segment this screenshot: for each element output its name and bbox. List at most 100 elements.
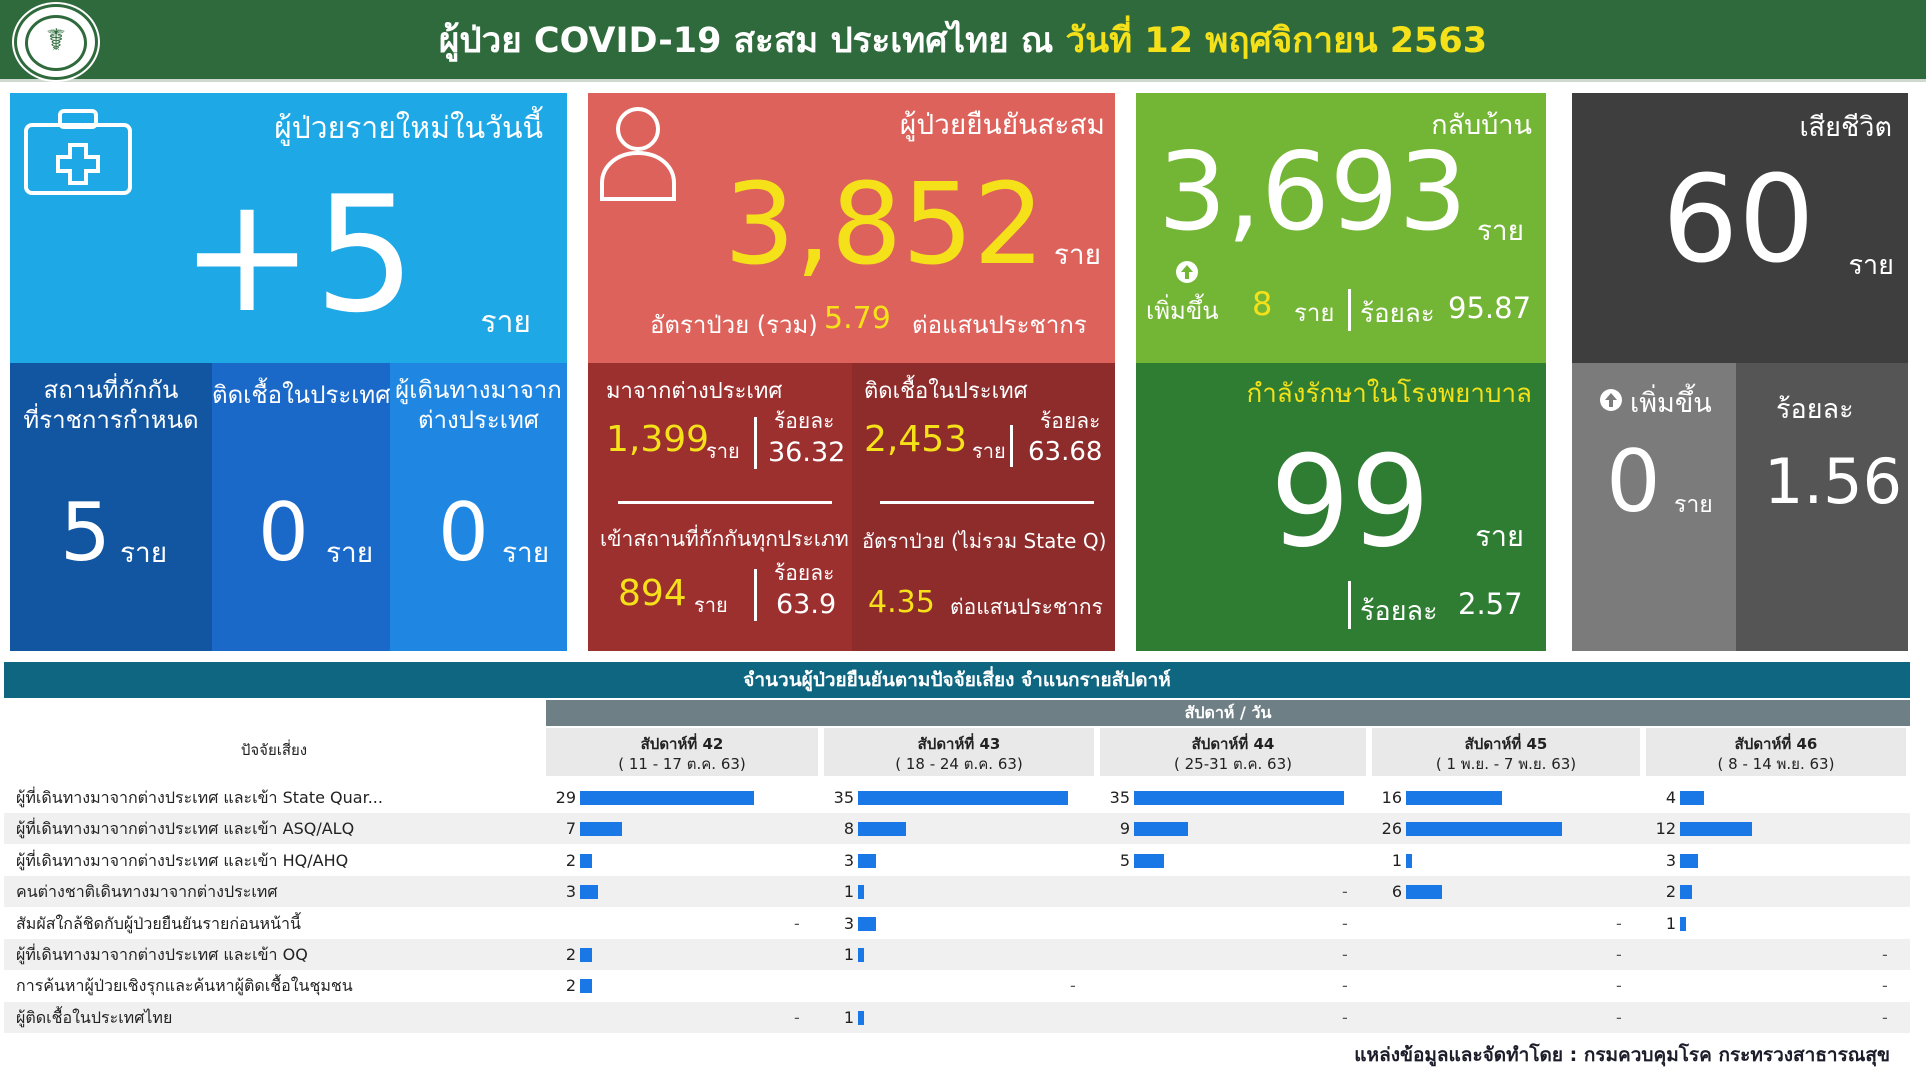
new-quarantine-label: สถานที่กักกัน ที่ราชการกำหนด (23, 376, 199, 434)
empty-cell: - (1616, 1007, 1622, 1027)
confirmed-value: 3,852 (724, 160, 1045, 290)
quarantine-pct-label: ร้อยละ (774, 561, 835, 585)
recovered-value: 3,693 (1158, 130, 1468, 255)
quarantine-label: เข้าสถานที่กักกันทุกประเภท (600, 527, 849, 551)
rate-excl-unit: ต่อแสนประชากร (950, 595, 1103, 619)
cell-bar (1680, 822, 1752, 837)
cell-bar (1406, 791, 1502, 805)
week-name: สัปดาห์ที่ 46 (1734, 735, 1818, 753)
domestic-label: ติดเชื้อในประเทศ (864, 379, 1028, 404)
new-abroad-value: 0 (438, 486, 489, 579)
empty-cell: - (1616, 945, 1622, 964)
abroad-pct: 36.32 (768, 437, 846, 468)
cell-value: 29 (555, 788, 576, 807)
cell-value: 8 (843, 819, 854, 839)
recovered-unit: ราย (1476, 214, 1524, 247)
abroad-label: มาจากต่างประเทศ (606, 379, 783, 404)
cell-bar (1134, 853, 1164, 868)
deaths-pct-card: ร้อยละ 1.56 (1736, 363, 1908, 651)
quarantine-pct: 63.9 (776, 589, 837, 620)
table-row: ผู้ที่เดินทางมาจากต่างประเทศ และเข้า OQ 2… (4, 939, 1910, 970)
cell-value: 9 (1119, 819, 1130, 839)
new-domestic-value: 0 (258, 486, 309, 579)
new-domestic-unit: ราย (326, 536, 374, 569)
week-name: สัปดาห์ที่ 42 (640, 735, 724, 753)
empty-cell: - (1342, 1007, 1348, 1027)
new-domestic-card: ติดเชื้อในประเทศ 0 ราย (212, 363, 390, 651)
week-range: ( 8 - 14 พ.ย. 63) (1717, 755, 1835, 773)
deaths-pct: 1.56 (1764, 445, 1903, 518)
title-date: วันที่ 12 พฤศจิกายน 2563 (1065, 21, 1488, 61)
deaths-unit: ราย (1848, 250, 1894, 281)
confirmed-rate-label: อัตราป่วย (รวม) (650, 311, 818, 339)
cell-value: 2 (565, 945, 576, 964)
cell-bar (580, 885, 598, 900)
new-today-unit: ราย (480, 305, 531, 340)
first-aid-kit-icon (22, 107, 134, 195)
ministry-logo-icon: ☤ (14, 4, 98, 80)
source-note: แหล่งข้อมูลและจัดทำโดย : กรมควบคุมโรค กร… (1354, 1044, 1890, 1066)
confirmed-label: ผู้ป่วยยืนยันสะสม (899, 108, 1105, 141)
abroad-unit: ราย (706, 439, 740, 463)
table-row: ผู้ที่เดินทางมาจากต่างประเทศ และเข้า ASQ… (4, 813, 1910, 845)
cell-bar (580, 822, 622, 837)
cell-bar (858, 916, 876, 931)
rate-excl-value: 4.35 (868, 585, 935, 620)
cell-bar (858, 885, 864, 900)
cell-value: 2 (565, 976, 576, 996)
week-range: ( 11 - 17 ต.ค. 63) (618, 755, 746, 773)
arrow-up-icon (1598, 387, 1624, 413)
empty-cell: - (1616, 913, 1622, 933)
new-abroad-label: ผู้เดินทางมาจาก ต่างประเทศ (395, 376, 562, 434)
recovered-increase-value: 8 (1252, 285, 1273, 323)
arrow-up-icon (1174, 259, 1200, 285)
risk-factor-label: ผู้ติดเชื้อในประเทศไทย (16, 1007, 173, 1027)
confirmed-rate-value: 5.79 (824, 301, 891, 336)
cell-value: 35 (833, 788, 854, 807)
hospital-pct: 2.57 (1458, 587, 1523, 621)
new-today-value: +5 (180, 161, 416, 348)
cell-bar (580, 791, 754, 805)
cell-value: 1 (843, 882, 854, 902)
domestic-pct-label: ร้อยละ (1040, 409, 1101, 433)
empty-cell: - (1070, 976, 1076, 996)
table-title: จำนวนผู้ป่วยยืนยันตามปัจจัยเสี่ยง จำแนกร… (4, 662, 1910, 698)
cell-value: 35 (1109, 788, 1130, 807)
cell-bar (580, 948, 592, 962)
confirmed-rate-unit: ต่อแสนประชากร (912, 311, 1087, 339)
week-range: ( 1 พ.ย. - 7 พ.ย. 63) (1435, 755, 1577, 773)
cell-value: 2 (1665, 882, 1676, 902)
week-name: สัปดาห์ที่ 44 (1191, 735, 1275, 753)
confirmed-domestic-card: ติดเชื้อในประเทศ 2,453 ราย ร้อยละ 63.68 … (852, 363, 1115, 651)
empty-cell: - (1882, 1007, 1888, 1027)
week-header: สัปดาห์ที่ 46 ( 8 - 14 พ.ย. 63) (1646, 728, 1906, 776)
new-quarantine-value: 5 (60, 486, 111, 579)
new-today-card: ผู้ป่วยรายใหม่ในวันนี้ +5 ราย (10, 93, 567, 363)
new-abroad-unit: ราย (502, 536, 550, 569)
cell-bar (1680, 791, 1704, 805)
table-row: ผู้ที่เดินทางมาจากต่างประเทศ และเข้า Sta… (4, 782, 1910, 813)
new-quarantine-card: สถานที่กักกัน ที่ราชการกำหนด 5 ราย (10, 363, 212, 651)
cell-bar (1134, 791, 1344, 805)
cell-value: 4 (1665, 788, 1676, 807)
cell-value: 5 (1119, 850, 1130, 870)
confirmed-abroad-card: มาจากต่างประเทศ 1,399 ราย ร้อยละ 36.32 เ… (588, 363, 852, 651)
deaths-increase-label: เพิ่มขึ้น (1630, 388, 1712, 419)
cell-value: 7 (565, 819, 576, 839)
cell-value: 12 (1655, 819, 1676, 839)
cell-value: 6 (1391, 882, 1402, 902)
hospital-label: กำลังรักษาในโรงพยาบาล (1246, 379, 1532, 409)
empty-cell: - (1882, 945, 1888, 964)
deaths-label: เสียชีวิต (1799, 112, 1892, 143)
risk-factor-label: สัมผัสใกล้ชิดกับผู้ป่วยยืนยันรายก่อนหน้า… (16, 913, 301, 933)
week-name: สัปดาห์ที่ 43 (917, 735, 1001, 753)
risk-factor-label: ผู้ที่เดินทางมาจากต่างประเทศ และเข้า Sta… (16, 788, 383, 807)
hospital-unit: ราย (1475, 519, 1524, 553)
weeks-band: สัปดาห์ / วัน (546, 700, 1910, 726)
cell-bar (580, 979, 592, 994)
empty-cell: - (1342, 882, 1348, 902)
new-today-label: ผู้ป่วยรายใหม่ในวันนี้ (274, 111, 543, 146)
table-row: ผู้ที่เดินทางมาจากต่างประเทศ และเข้า HQ/… (4, 844, 1910, 876)
recovered-increase-unit: ราย (1294, 299, 1335, 327)
risk-factor-label: คนต่างชาติเดินทางมาจากต่างประเทศ (16, 882, 278, 902)
